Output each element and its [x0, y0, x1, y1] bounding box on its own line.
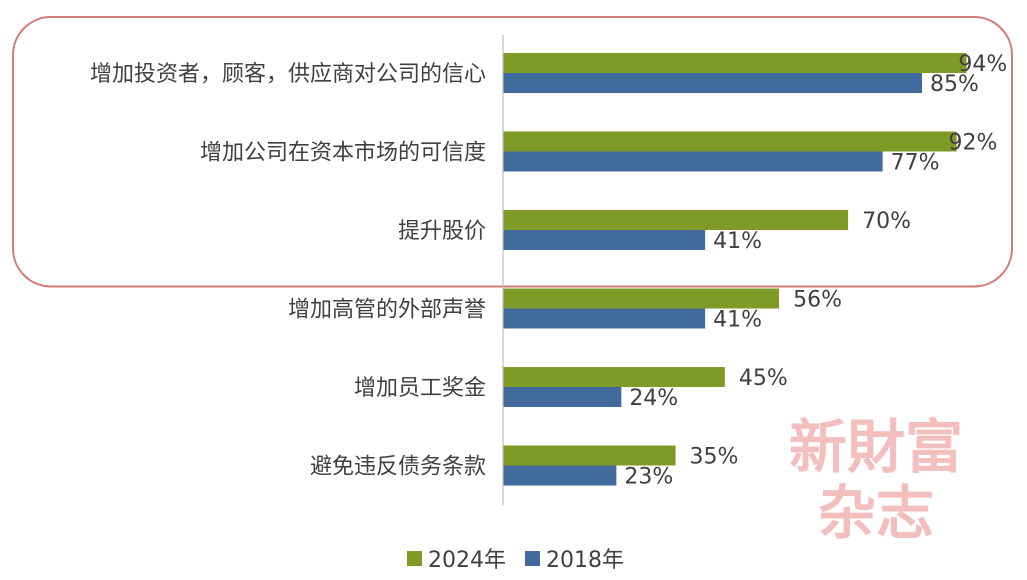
data-label: 56% — [793, 288, 842, 313]
highlight-box — [12, 16, 1013, 288]
legend-label-2: 2018年 — [546, 548, 624, 573]
bar-series-1-cat-1 — [503, 53, 967, 73]
data-label: 70% — [862, 209, 911, 234]
watermark: 新財富 杂志 — [789, 413, 963, 547]
category-label: 增加投资者，顾客，供应商对公司的信心 — [90, 62, 486, 87]
legend-swatch-2 — [525, 551, 540, 566]
data-label: 92% — [949, 131, 998, 156]
category-label: 避免违反债务条款 — [310, 455, 486, 480]
bar-series-2-cat-5 — [503, 387, 622, 407]
data-label: 85% — [930, 72, 979, 97]
data-label: 45% — [739, 366, 788, 391]
bar-series-1-cat-3 — [503, 210, 849, 230]
bar-series-1-cat-4 — [503, 288, 780, 309]
legend-swatch-1 — [407, 551, 422, 566]
bar-series-1-cat-6 — [503, 445, 676, 466]
category-label: 增加高管的外部声誉 — [288, 298, 486, 323]
category-label: 增加员工奖金 — [354, 376, 486, 401]
data-label: 41% — [713, 308, 762, 333]
bar-series-2-cat-2 — [503, 151, 883, 172]
legend-label-1: 2024年 — [428, 548, 506, 573]
data-label: 77% — [891, 151, 940, 176]
bar-series-2-cat-1 — [503, 73, 923, 93]
bar-series-2-cat-4 — [503, 308, 706, 329]
bar-series-1-cat-2 — [503, 131, 957, 152]
category-label: 提升股价 — [398, 219, 486, 244]
data-label: 41% — [713, 229, 762, 254]
data-label: 23% — [624, 465, 673, 490]
data-label: 94% — [958, 52, 1007, 77]
bar-series-2-cat-6 — [503, 465, 617, 486]
bar-series-1-cat-5 — [503, 367, 725, 387]
watermark-line-1: 新財富 — [789, 413, 963, 481]
bar-series-2-cat-3 — [503, 230, 706, 250]
category-label: 增加公司在资本市场的可信度 — [200, 141, 486, 166]
watermark-line-2: 杂志 — [818, 479, 934, 547]
data-label: 24% — [629, 386, 678, 411]
data-label: 35% — [690, 445, 739, 470]
